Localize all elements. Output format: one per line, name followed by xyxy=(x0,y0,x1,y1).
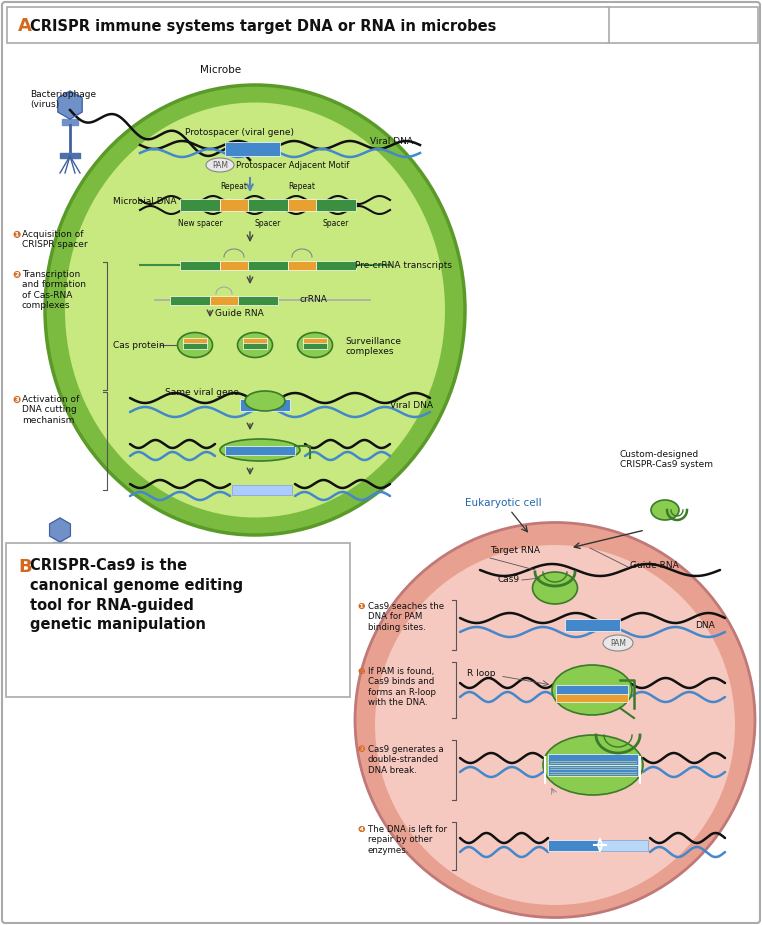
FancyBboxPatch shape xyxy=(303,341,327,349)
FancyBboxPatch shape xyxy=(170,295,210,304)
Text: Eukaryotic cell: Eukaryotic cell xyxy=(465,498,542,508)
Text: Surveillance
complexes: Surveillance complexes xyxy=(345,337,401,356)
Ellipse shape xyxy=(220,439,300,461)
Text: ❸: ❸ xyxy=(357,745,365,754)
Ellipse shape xyxy=(206,158,234,172)
FancyBboxPatch shape xyxy=(548,764,638,775)
Text: Same viral gene: Same viral gene xyxy=(165,388,239,397)
FancyBboxPatch shape xyxy=(288,199,316,211)
Polygon shape xyxy=(58,91,82,119)
Text: Custom-designed
CRISPR-Cas9 system: Custom-designed CRISPR-Cas9 system xyxy=(620,450,713,469)
Text: ❷: ❷ xyxy=(357,667,365,676)
FancyBboxPatch shape xyxy=(240,399,290,411)
Ellipse shape xyxy=(552,665,632,715)
Ellipse shape xyxy=(543,735,643,795)
Text: Pre-crRNA transcripts: Pre-crRNA transcripts xyxy=(355,261,452,269)
Ellipse shape xyxy=(375,545,735,905)
FancyBboxPatch shape xyxy=(288,261,316,269)
Ellipse shape xyxy=(533,572,578,604)
Text: Cas9 seaches the
DNA for PAM
binding sites.: Cas9 seaches the DNA for PAM binding sit… xyxy=(368,602,444,632)
Text: PAM: PAM xyxy=(610,638,626,648)
Text: New spacer: New spacer xyxy=(178,219,223,228)
Text: crRNA: crRNA xyxy=(300,295,328,304)
Text: Cas protein: Cas protein xyxy=(113,340,165,350)
Text: CRISPR-Cas9 is the
canonical genome editing
tool for RNA-guided
genetic manipula: CRISPR-Cas9 is the canonical genome edit… xyxy=(30,558,243,633)
Text: If PAM is found,
Cas9 binds and
forms an R-loop
with the DNA.: If PAM is found, Cas9 binds and forms an… xyxy=(368,667,436,708)
Text: Protospacer Adjacent Motif: Protospacer Adjacent Motif xyxy=(236,161,349,169)
FancyBboxPatch shape xyxy=(232,485,292,495)
Text: ❶: ❶ xyxy=(357,602,365,611)
FancyBboxPatch shape xyxy=(7,7,609,43)
FancyBboxPatch shape xyxy=(548,754,638,764)
FancyBboxPatch shape xyxy=(316,199,356,211)
FancyBboxPatch shape xyxy=(232,485,292,495)
Text: Viral DNA: Viral DNA xyxy=(370,137,413,145)
Text: ❸: ❸ xyxy=(12,395,21,405)
Text: Cas9 generates a
double-stranded
DNA break.: Cas9 generates a double-stranded DNA bre… xyxy=(368,745,443,775)
FancyBboxPatch shape xyxy=(238,295,278,304)
Text: Microbial DNA: Microbial DNA xyxy=(113,198,177,206)
FancyBboxPatch shape xyxy=(303,338,327,342)
Ellipse shape xyxy=(238,332,273,357)
Text: Guide RNA: Guide RNA xyxy=(215,310,264,318)
FancyBboxPatch shape xyxy=(183,341,207,349)
FancyBboxPatch shape xyxy=(607,7,758,43)
Text: Reinfection: Reinfection xyxy=(20,590,72,599)
Ellipse shape xyxy=(355,523,755,918)
FancyBboxPatch shape xyxy=(180,261,220,269)
Text: DNA: DNA xyxy=(695,621,715,630)
FancyBboxPatch shape xyxy=(220,261,248,269)
FancyBboxPatch shape xyxy=(225,142,280,156)
FancyBboxPatch shape xyxy=(248,199,288,211)
FancyBboxPatch shape xyxy=(210,295,238,304)
Text: ❹: ❹ xyxy=(357,825,365,834)
Ellipse shape xyxy=(603,635,633,651)
Ellipse shape xyxy=(178,332,213,357)
FancyBboxPatch shape xyxy=(6,543,350,697)
Text: Spacer: Spacer xyxy=(323,219,349,228)
Ellipse shape xyxy=(651,500,679,520)
FancyBboxPatch shape xyxy=(248,261,288,269)
Text: R loop: R loop xyxy=(467,669,495,678)
FancyBboxPatch shape xyxy=(600,840,648,850)
FancyBboxPatch shape xyxy=(220,199,248,211)
Ellipse shape xyxy=(297,332,332,357)
Text: PAM: PAM xyxy=(212,161,228,169)
Polygon shape xyxy=(50,518,70,542)
Ellipse shape xyxy=(45,85,465,535)
Text: B: B xyxy=(18,558,32,576)
Ellipse shape xyxy=(65,103,445,517)
Text: ❷: ❷ xyxy=(12,270,21,280)
Text: A: A xyxy=(18,17,32,35)
FancyBboxPatch shape xyxy=(180,199,220,211)
Text: Bacteriophage
(virus): Bacteriophage (virus) xyxy=(30,90,96,109)
FancyBboxPatch shape xyxy=(556,685,628,695)
Text: Spacer: Spacer xyxy=(255,219,281,228)
Text: Repeat: Repeat xyxy=(220,182,248,191)
FancyBboxPatch shape xyxy=(556,694,628,702)
FancyBboxPatch shape xyxy=(548,840,648,850)
Text: The DNA is left for
repair by other
enzymes.: The DNA is left for repair by other enzy… xyxy=(368,825,447,855)
Text: Activation of
DNA cutting
mechanism: Activation of DNA cutting mechanism xyxy=(22,395,79,425)
Text: Target RNA: Target RNA xyxy=(490,546,540,555)
Text: ❶: ❶ xyxy=(12,230,21,240)
Text: Cas9: Cas9 xyxy=(498,575,520,585)
Text: Viral DNA: Viral DNA xyxy=(390,401,433,410)
Text: Acquisition of
CRISPR spacer: Acquisition of CRISPR spacer xyxy=(22,230,88,250)
Text: Transcription
and formation
of Cas-RNA
complexes: Transcription and formation of Cas-RNA c… xyxy=(22,270,86,310)
FancyBboxPatch shape xyxy=(316,261,356,269)
FancyBboxPatch shape xyxy=(243,341,267,349)
Text: Guide RNA: Guide RNA xyxy=(630,561,679,570)
Text: CRISPR immune systems target DNA or RNA in microbes: CRISPR immune systems target DNA or RNA … xyxy=(30,18,496,33)
Ellipse shape xyxy=(245,391,285,411)
Text: Repeat: Repeat xyxy=(289,182,315,191)
FancyBboxPatch shape xyxy=(565,619,620,631)
FancyBboxPatch shape xyxy=(225,446,295,454)
Text: Microbe: Microbe xyxy=(200,65,241,75)
Text: Protospacer (viral gene): Protospacer (viral gene) xyxy=(185,128,294,137)
FancyBboxPatch shape xyxy=(243,338,267,342)
FancyBboxPatch shape xyxy=(183,338,207,342)
